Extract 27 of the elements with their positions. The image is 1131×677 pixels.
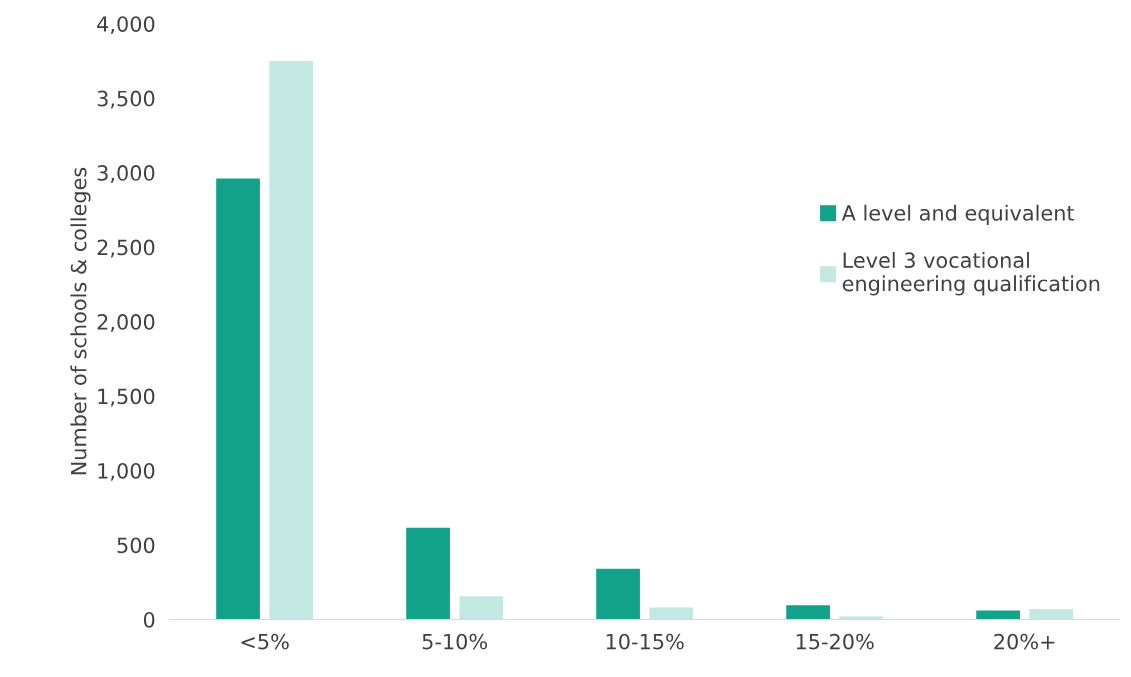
- bar: [596, 568, 640, 620]
- y-tick-label: 1,500: [98, 388, 155, 407]
- y-tick-label: 2,500: [97, 239, 155, 258]
- legend-label: Level 3 vocational engineering qualification: [842, 251, 1100, 296]
- x-tick-label: 10-15%: [606, 633, 684, 650]
- bar: [786, 605, 830, 620]
- y-tick-label: 0: [143, 611, 155, 628]
- y-tick-label: 3,500: [97, 90, 155, 109]
- bar: [459, 596, 504, 620]
- bar: [216, 178, 260, 620]
- y-tick-label: 500: [117, 537, 155, 554]
- x-tick-label: 15-20%: [796, 633, 874, 650]
- x-tick-label: 5-10%: [422, 633, 488, 650]
- bar: [839, 616, 884, 620]
- x-tick-label: <5%: [241, 633, 289, 650]
- y-axis-title: Number of schools & colleges: [70, 167, 91, 475]
- y-tick-label: 1,000: [98, 462, 155, 481]
- bar: [1029, 609, 1074, 620]
- bar: [976, 610, 1020, 620]
- y-tick-label: 2,000: [97, 314, 155, 332]
- y-tick-label: 4,000: [97, 16, 155, 35]
- bar: [406, 527, 450, 620]
- legend-label: A level and equivalent: [841, 204, 1075, 225]
- bar: [649, 607, 694, 620]
- x-tick-label: 20%+: [994, 633, 1055, 650]
- bar: [269, 60, 314, 620]
- y-tick-label: 3,000: [97, 165, 155, 183]
